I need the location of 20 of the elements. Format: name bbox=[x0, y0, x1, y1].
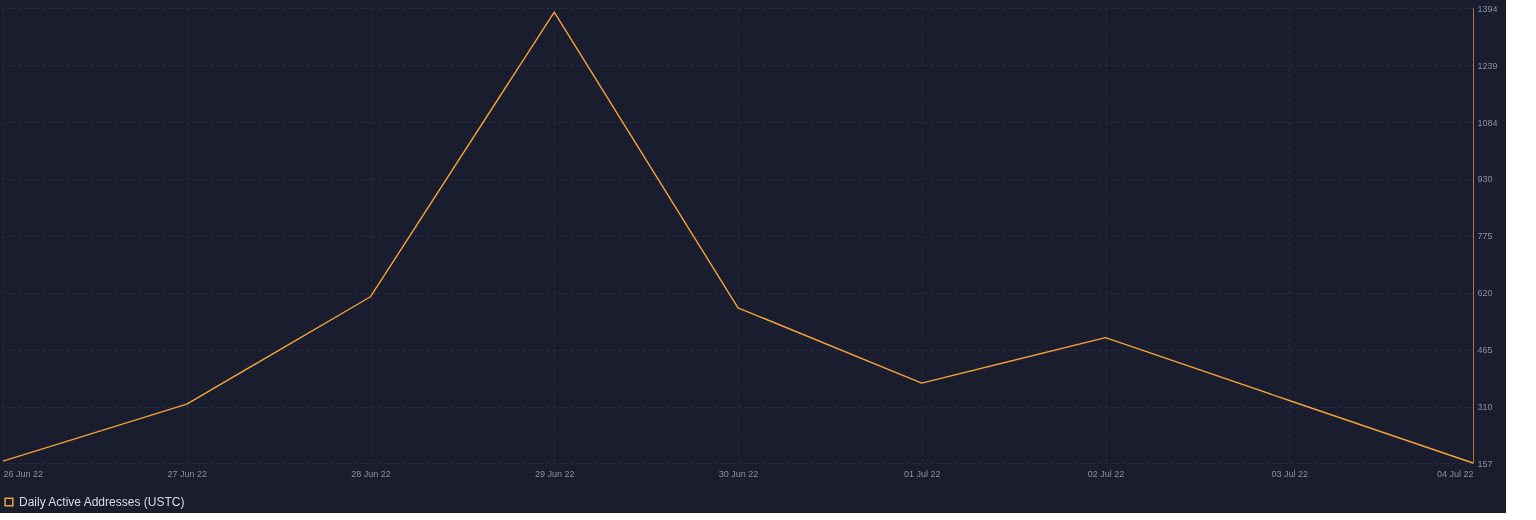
y-tick-label: 1084 bbox=[1477, 117, 1498, 128]
legend-label: Daily Active Addresses (USTC) bbox=[19, 495, 185, 509]
line-series bbox=[2, 11, 1474, 464]
x-tick-label: 01 Jul 22 bbox=[903, 468, 941, 479]
x-tick-label: 04 Jul 22 bbox=[1436, 468, 1474, 479]
y-tick-label: 1239 bbox=[1477, 60, 1498, 71]
x-tick-label: 02 Jul 22 bbox=[1087, 468, 1125, 479]
x-tick-label: 28 Jun 22 bbox=[351, 468, 391, 479]
x-tick-label: 30 Jun 22 bbox=[718, 468, 759, 479]
y-tick-label: 157 bbox=[1477, 458, 1493, 469]
x-tick-label: 29 Jun 22 bbox=[534, 468, 575, 479]
x-tick-label: 26 Jun 22 bbox=[3, 468, 44, 479]
x-tick-label: 27 Jun 22 bbox=[167, 468, 208, 479]
y-tick-label: 930 bbox=[1477, 174, 1493, 185]
y-tick-label: 465 bbox=[1477, 345, 1493, 356]
y-tick-label: 1394 bbox=[1477, 3, 1498, 14]
y-tick-label: 620 bbox=[1477, 288, 1493, 299]
y-tick-label: 310 bbox=[1477, 402, 1493, 413]
x-tick-label: 03 Jul 22 bbox=[1271, 468, 1309, 479]
y-tick-label: 775 bbox=[1477, 231, 1493, 242]
